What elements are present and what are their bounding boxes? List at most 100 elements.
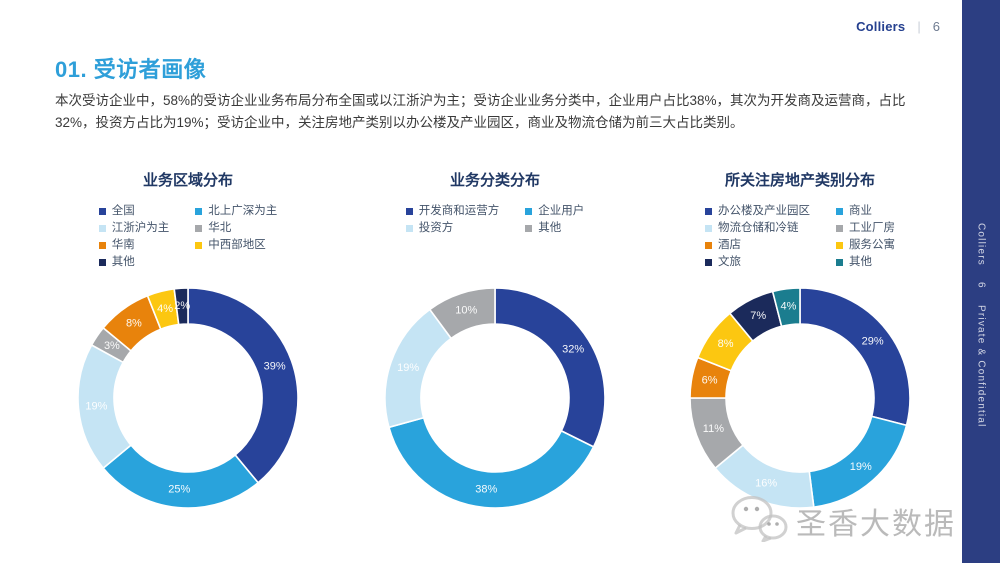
slice-label: 25% [168,484,190,496]
wechat-icon [730,494,788,547]
header-divider: | [917,19,921,34]
chart-region-distribution: 业务区域分布 全国 北上广深为主 江浙沪为主 华北 华南 中西部地区 其他 39% 25% 19… [48,170,328,516]
legend-item: 文旅 [705,255,810,269]
legend-swatch-icon [836,258,843,266]
legend-swatch-icon [525,224,533,232]
donut-slice [771,287,801,328]
legend-label: 其他 [538,222,562,234]
page-header: Colliers | 6 [856,19,940,34]
chart-title: 所关注房地产类别分布 [724,172,875,189]
legend-swatch-icon [405,224,413,232]
legend-swatch-icon [195,224,203,232]
legend-swatch-icon [705,207,712,215]
sidebar-confidential-label: Private & Confidential [975,305,987,428]
sidebar-page-number: 6 [975,282,987,290]
legend-label: 服务公寓 [849,239,895,251]
legend-label: 物流仓储和冷链 [718,222,799,234]
legend-label: 华北 [208,222,232,234]
legend-label: 其他 [849,256,872,268]
legend-item: 中西部地区 [195,238,277,252]
legend-swatch-icon [98,258,106,266]
legend-label: 华南 [111,239,135,251]
slice-label: 8% [126,318,142,330]
legend-swatch-icon [98,224,106,232]
legend-swatch-icon [836,241,843,249]
legend-swatch-icon [98,207,106,215]
legend-item: 服务公寓 [836,238,895,252]
sidebar-brand: Colliers [975,223,987,267]
watermark-text: 圣香大数据 [796,507,956,541]
legend-item: 其他 [98,255,170,269]
legend-swatch-icon [836,224,843,232]
legend-label: 文旅 [718,256,741,268]
slice-label: 19% [850,461,872,473]
chart-title: 业务分类分布 [449,172,540,189]
legend-swatch-icon [705,241,712,249]
legend-label: 全国 [111,205,135,217]
legend-item: 华北 [195,221,277,235]
slice-label: 4% [781,301,797,313]
legend-swatch-icon [195,207,203,215]
legend-item: 其他 [525,221,584,235]
legend-swatch-icon [705,258,712,266]
legend-label: 投资方 [418,222,454,234]
chart-property-type-distribution: 所关注房地产类别分布 办公楼及产业园区 商业物流仓储和冷链 工业厂房酒店 服务公寓文旅… [660,170,940,516]
legend-swatch-icon [836,207,843,215]
legend-label: 酒店 [718,239,741,251]
slice-label: 8% [718,338,734,350]
header-page-number: 6 [932,19,940,34]
slice-label: 19% [85,401,107,413]
slice-label: 39% [264,361,286,373]
legend-label: 中西部地区 [208,239,266,251]
legend-swatch-icon [195,241,203,249]
body-text: 本次受访企业中，58%的受访企业业务布局分布全国或以江浙沪为主；受访企业业务分类… [55,93,906,130]
legend-label: 开发商和运营方 [418,205,500,217]
legend-item: 商业 [836,204,895,218]
slice-label: 2% [174,300,190,312]
watermark: 圣香大数据 [730,494,956,547]
brand-logo: Colliers [856,19,906,34]
legend-label: 企业用户 [538,205,585,217]
legend-item: 办公楼及产业园区 [705,204,810,218]
legend-item: 全国 [98,204,170,218]
legend-item: 其他 [836,255,895,269]
donut-slice [102,444,260,509]
legend-label: 其他 [111,256,135,268]
donut-slice [494,287,606,448]
legend-swatch-icon [525,207,533,215]
legend-item: 江浙沪为主 [98,221,170,235]
slice-label: 4% [157,303,173,315]
chart-legend: 开发商和运营方 企业用户投资方 其他 [405,204,585,280]
legend-item: 物流仓储和冷链 [705,221,810,235]
slice-label: 38% [475,484,497,496]
legend-label: 北上广深为主 [208,205,278,217]
legend-label: 商业 [849,205,872,217]
slice-label: 6% [702,375,718,387]
legend-swatch-icon [98,241,106,249]
legend-item: 开发商和运营方 [405,204,500,218]
legend-item: 华南 [98,238,170,252]
legend-item: 酒店 [705,238,810,252]
donut-chart: 32% 38% 19% 10% [377,280,613,516]
donut-slice [187,287,299,484]
confidential-sidebar: Colliers 6 Private & Confidential [962,0,1000,563]
legend-item: 投资方 [405,221,500,235]
chart-legend: 全国 北上广深为主江浙沪为主 华北华南 中西部地区其他 [98,204,278,280]
slice-label: 16% [755,477,777,489]
donut-slice [799,287,911,427]
legend-label: 江浙沪为主 [111,222,170,234]
chart-legend: 办公楼及产业园区 商业物流仓储和冷链 工业厂房酒店 服务公寓文旅 其他 [705,204,895,280]
donut-slice [173,287,189,326]
slice-label: 7% [750,310,766,322]
donut-chart: 29% 19% 16% 11% 6% 8% 7% 4% [682,280,918,516]
slice-label: 11% [703,423,724,435]
slice-label: 19% [397,362,419,374]
slice-label: 29% [862,336,884,348]
slice-label: 3% [104,340,120,352]
legend-swatch-icon [405,207,413,215]
donut-slice [387,416,595,509]
legend-label: 工业厂房 [849,222,895,234]
legend-item: 工业厂房 [836,221,895,235]
legend-swatch-icon [705,224,712,232]
